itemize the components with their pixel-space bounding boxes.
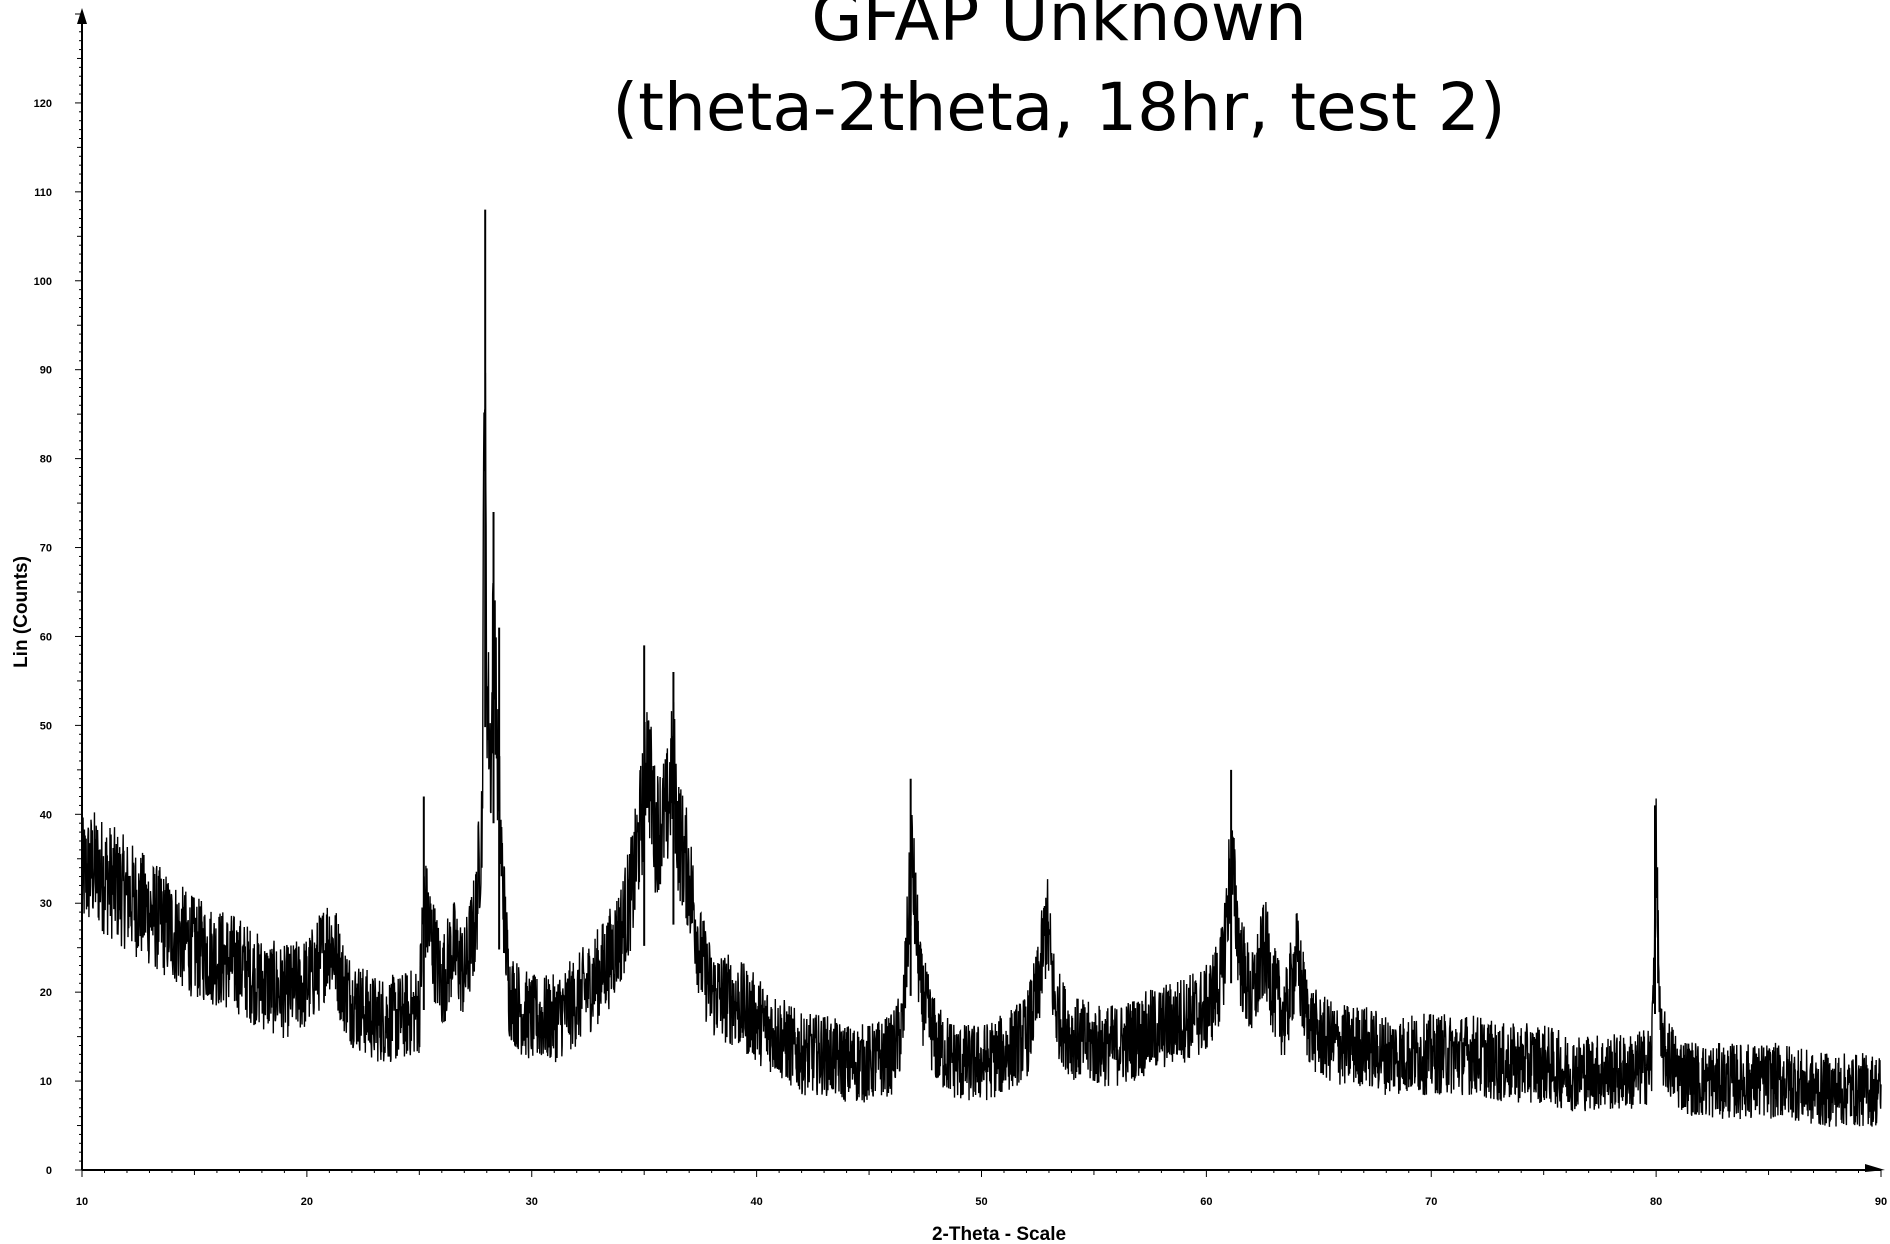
y-tick-label: 0 (46, 1165, 52, 1177)
plot-area (81, 209, 1882, 1127)
x-tick-label: 30 (526, 1196, 538, 1208)
y-tick-label: 60 (40, 631, 52, 643)
x-tick-label: 10 (76, 1196, 88, 1208)
x-tick-label: 70 (1425, 1196, 1437, 1208)
y-tick-label: 90 (40, 365, 52, 377)
x-axis-arrow (1865, 1164, 1885, 1172)
y-tick-label: 100 (34, 276, 52, 288)
y-tick-label: 120 (34, 98, 52, 110)
axes: 0 10 20 30 40 50 60 70 80 90 100 110 120 10 20 30 40 50 60… (34, 8, 1887, 1208)
y-axis-arrow (77, 8, 87, 24)
x-axis-title: 2-Theta - Scale (932, 1224, 1066, 1244)
y-tick-label: 80 (40, 454, 52, 466)
x-tick-label: 80 (1650, 1196, 1662, 1208)
x-tick-label: 50 (975, 1196, 987, 1208)
y-tick-label: 70 (40, 543, 52, 555)
y-tick-label: 50 (40, 720, 52, 732)
y-tick-label: 110 (34, 187, 52, 199)
x-tick-label: 60 (1200, 1196, 1212, 1208)
y-tick-label: 10 (40, 1076, 52, 1088)
x-tick-label: 20 (301, 1196, 313, 1208)
y-tick-label: 20 (40, 987, 52, 999)
x-tick-label: 90 (1875, 1196, 1887, 1208)
y-axis-title: Lin (Counts) (11, 556, 32, 668)
chart-title-line-2: (theta-2theta, 18hr, test 2) (612, 69, 1505, 146)
y-tick-label: 40 (40, 809, 52, 821)
chart-title-line-1: GFAP Unknown (811, 0, 1306, 56)
x-tick-label: 40 (751, 1196, 763, 1208)
diffraction-series-line (81, 372, 1882, 1127)
y-tick-label: 30 (40, 898, 52, 910)
